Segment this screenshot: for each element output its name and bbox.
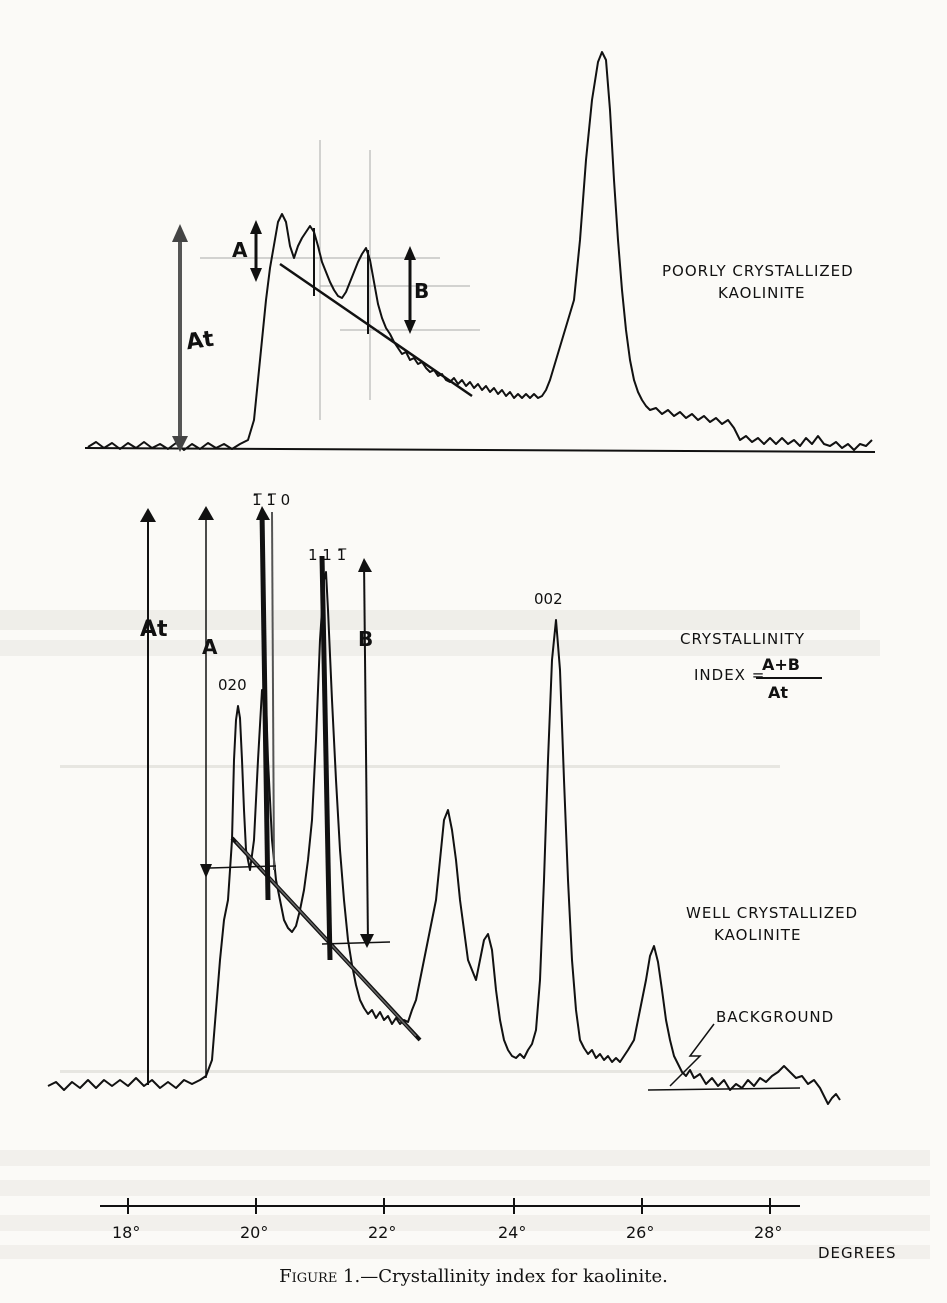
top-label-at: At [185,327,216,356]
peak-label-020: 020 [218,676,247,694]
poorly-crystallized-trace [87,51,873,451]
formula-denominator: At [768,683,788,702]
peak-label-002: 002 [534,590,563,608]
formula-lhs: INDEX = [694,666,765,684]
caption-figure-number: 1. [337,1266,361,1287]
x-tick-18: 18° [112,1223,140,1242]
caption-text: —Crystallinity index for kaolinite. [360,1266,668,1287]
bottom-label-a: A [202,635,218,659]
bleed-through [0,610,930,1259]
background-label: BACKGROUND [716,1008,834,1026]
formula-numerator: A+B [762,655,800,674]
x-tick-28: 28° [754,1223,782,1242]
top-title-line1: POORLY CRYSTALLIZED [662,262,854,280]
x-axis [100,1198,800,1214]
well-crystallized-trace [47,571,841,1105]
bottom-label-at: At [140,617,168,642]
caption-figure-word: Figure [279,1266,338,1287]
bottom-title-line2: KAOLINITE [714,926,801,944]
top-label-b: B [414,279,429,303]
x-axis-unit: DEGREES [818,1244,897,1262]
peak-label-111: 1 1 1̅ [308,546,347,564]
x-tick-20: 20° [240,1223,268,1242]
bottom-figure [47,506,841,1105]
x-tick-24: 24° [498,1223,526,1242]
top-figure [84,51,876,453]
figure-caption: Figure 1.—Crystallinity index for kaolin… [0,1266,947,1287]
bottom-label-b: B [358,627,373,651]
x-tick-22: 22° [368,1223,396,1242]
bottom-title-line1: WELL CRYSTALLIZED [686,904,858,922]
top-title-line2: KAOLINITE [718,284,805,302]
peak-label-110: 1̅ 1̅ 0 [252,491,290,509]
top-label-a: A [232,238,248,262]
x-tick-26: 26° [626,1223,654,1242]
formula-title: CRYSTALLINITY [680,630,805,648]
